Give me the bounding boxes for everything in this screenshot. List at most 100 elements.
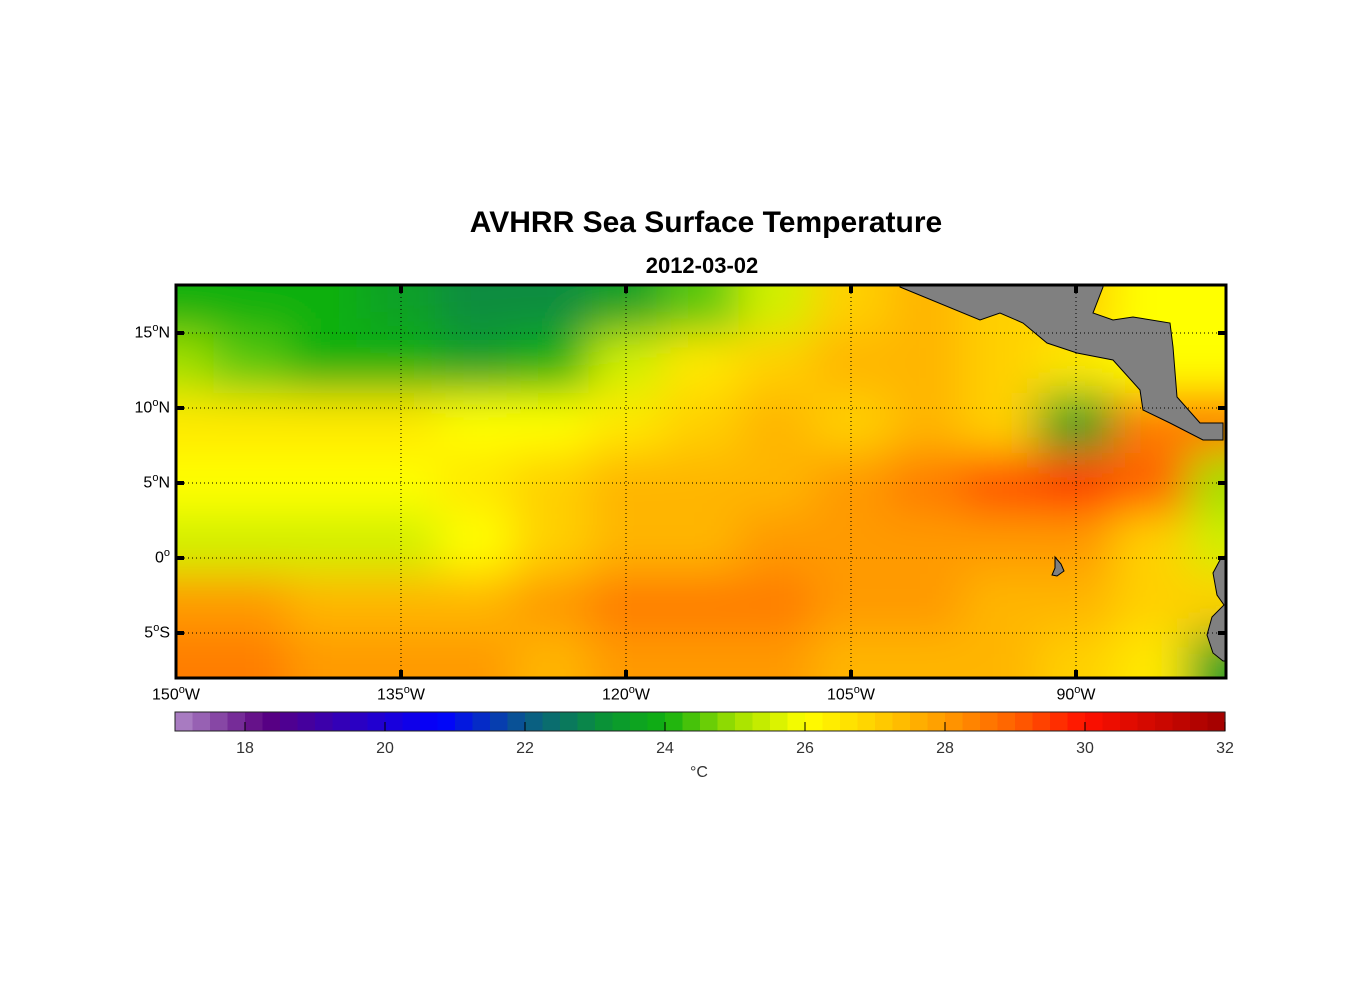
y-tick-label: 5oS — [110, 622, 170, 642]
colorbar-tick-label: 22 — [516, 740, 534, 757]
colorbar-segment — [280, 712, 299, 731]
colorbar-segment — [665, 712, 684, 731]
colorbar-segment — [595, 712, 614, 731]
colorbar-segment — [1050, 712, 1069, 731]
tick-label-hem: N — [158, 474, 170, 492]
sst-cell — [176, 633, 214, 678]
sst-cell — [813, 573, 889, 633]
sst-cell — [438, 333, 514, 393]
colorbar-tick-label: 30 — [1076, 740, 1094, 757]
colorbar-segment — [1155, 712, 1174, 731]
colorbar-segment — [875, 712, 894, 731]
colorbar-segment — [507, 712, 526, 731]
colorbar — [174, 711, 1226, 732]
sst-cell — [513, 285, 589, 333]
colorbar-segment — [682, 712, 701, 731]
sst-cell — [738, 285, 814, 333]
tick-label-hem: W — [859, 686, 875, 704]
sst-cell — [1038, 513, 1114, 573]
colorbar-segment — [472, 712, 491, 731]
colorbar-segment — [1102, 712, 1121, 731]
tick-label-sup: o — [1074, 684, 1081, 696]
sst-cell — [438, 633, 514, 678]
sst-cell — [363, 513, 439, 573]
colorbar-segment — [700, 712, 719, 731]
tick-label-sup: o — [628, 684, 635, 696]
tick-label-sup: o — [153, 622, 160, 634]
sst-cell — [176, 333, 214, 393]
colorbar-frame — [174, 711, 1226, 732]
colorbar-segment — [752, 712, 771, 731]
sst-cell — [176, 285, 214, 333]
sst-cell — [813, 393, 889, 453]
sst-cell — [213, 333, 289, 393]
colorbar-segment — [227, 712, 246, 731]
sst-cell — [513, 573, 589, 633]
sst-cell — [1188, 285, 1226, 333]
sst-cell — [513, 393, 589, 453]
colorbar-segment — [997, 712, 1016, 731]
tick-label-hem: W — [1080, 686, 1096, 704]
sst-cell — [438, 285, 514, 333]
sst-cell — [663, 333, 739, 393]
sst-cell — [438, 393, 514, 453]
colorbar-segment — [857, 712, 876, 731]
tick-label-sup: o — [152, 322, 159, 334]
x-tick-label: 120oW — [586, 684, 666, 704]
sst-cell — [288, 513, 364, 573]
tick-label-num: 15 — [134, 324, 153, 342]
colorbar-segment — [350, 712, 369, 731]
tick-label-hem: S — [159, 624, 170, 642]
y-tick-label: 15oN — [110, 322, 170, 342]
sst-cell — [1038, 573, 1114, 633]
sst-cell — [363, 333, 439, 393]
sst-cell — [363, 573, 439, 633]
tick-label-sup: o — [178, 684, 185, 696]
land-galapagos — [1051, 555, 1065, 577]
colorbar-tick-label: 18 — [236, 740, 254, 757]
colorbar-segment — [927, 712, 946, 731]
colorbar-segment — [332, 712, 351, 731]
sst-cell — [738, 333, 814, 393]
tick-label-hem: N — [158, 324, 170, 342]
colorbar-segment — [210, 712, 229, 731]
sst-cell — [513, 333, 589, 393]
tick-label-num: 135 — [377, 686, 404, 704]
colorbar-segment — [962, 712, 981, 731]
colorbar-segment — [717, 712, 736, 731]
colorbar-segment — [822, 712, 841, 731]
colorbar-segment — [1067, 712, 1086, 731]
colorbar-segment — [770, 712, 789, 731]
colorbar-segment — [1190, 712, 1209, 731]
colorbar-segment — [892, 712, 911, 731]
colorbar-segment — [945, 712, 964, 731]
colorbar-tick-label: 32 — [1216, 740, 1234, 757]
colorbar-segment — [420, 712, 439, 731]
colorbar-segment — [262, 712, 281, 731]
colorbar-tick-label: 28 — [936, 740, 954, 757]
colorbar-segment — [385, 712, 404, 731]
tick-label-hem: W — [184, 686, 200, 704]
colorbar-segment — [1085, 712, 1104, 731]
colorbar-tick-label: 24 — [656, 740, 674, 757]
colorbar-segment — [647, 712, 666, 731]
tick-label-num: 120 — [602, 686, 629, 704]
colorbar-segment — [367, 712, 386, 731]
sst-cell — [888, 573, 964, 633]
sst-cell — [588, 513, 664, 573]
sst-cell — [813, 333, 889, 393]
tick-label-sup: o — [853, 684, 860, 696]
sst-cell — [438, 573, 514, 633]
sst-cell — [288, 633, 364, 678]
colorbar-unit-label: °C — [690, 764, 708, 781]
sst-cell — [963, 513, 1039, 573]
sst-cell — [288, 333, 364, 393]
colorbar-segment — [910, 712, 929, 731]
sst-cell — [213, 513, 289, 573]
y-tick-label: 10oN — [110, 397, 170, 417]
tick-label-sup: o — [152, 472, 159, 484]
tick-label-num: 0 — [154, 549, 164, 567]
sst-cell — [1038, 393, 1114, 453]
sst-cell — [288, 285, 364, 333]
sst-cell — [738, 633, 814, 678]
